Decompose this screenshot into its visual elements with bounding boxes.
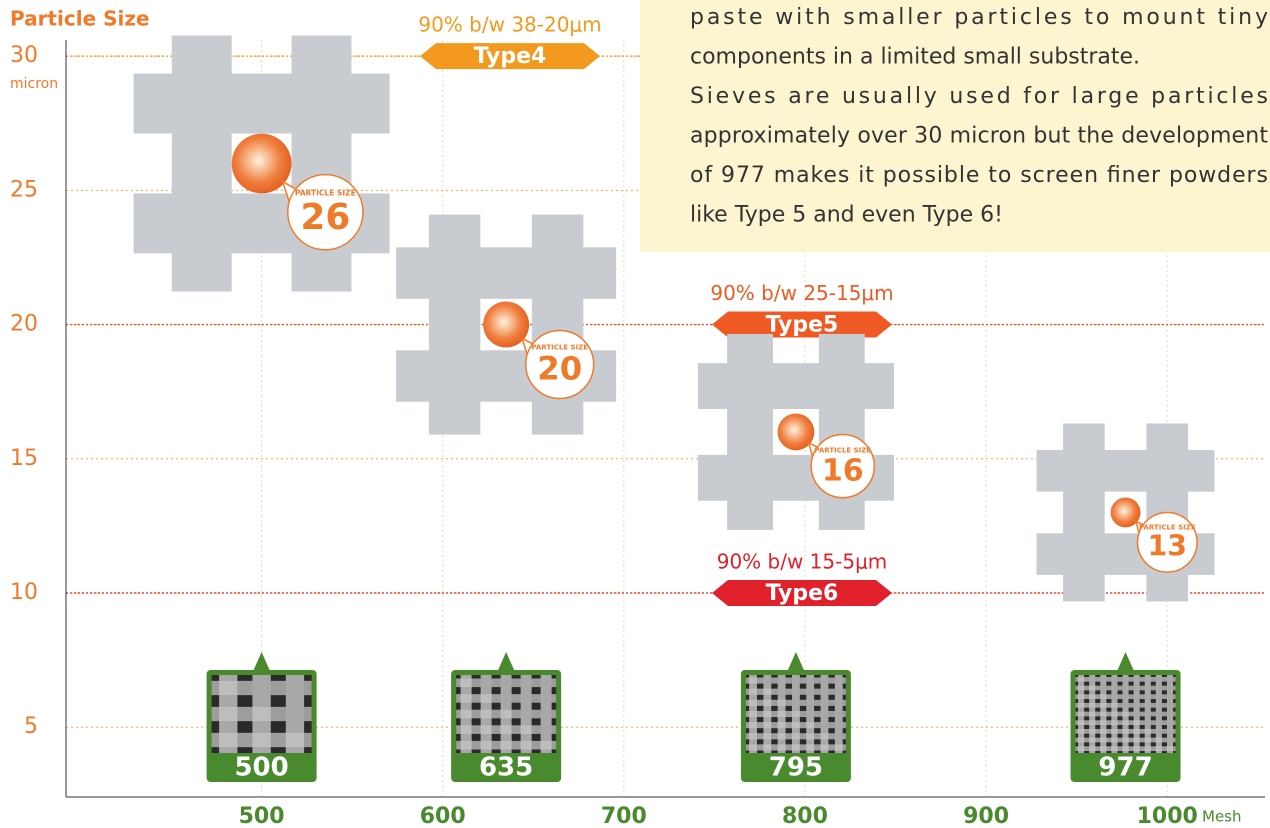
mesh-label: 500	[234, 753, 288, 783]
sieve-bar	[1037, 450, 1215, 492]
x-tick-label: 1000	[1137, 804, 1198, 828]
sieve-bar	[698, 363, 894, 409]
x-tick-label: 700	[601, 804, 647, 828]
weave-h	[456, 741, 556, 750]
thumb-pointer	[788, 652, 804, 670]
y-tick-label: 30	[10, 43, 38, 68]
mesh-label: 977	[1098, 753, 1152, 783]
weave-v	[806, 675, 814, 753]
type-range: 90% b/w 15-5μm	[717, 549, 888, 573]
weave-h	[746, 711, 846, 717]
thumb-pointer	[498, 652, 514, 670]
mesh-label: 795	[769, 753, 823, 783]
sieve-bar	[396, 247, 616, 298]
weave-v	[821, 675, 829, 753]
mesh-label: 635	[479, 753, 533, 783]
y-axis-title: Particle Size	[10, 7, 150, 31]
type-label: Type4	[474, 44, 547, 69]
y-tick-label: 10	[10, 580, 38, 605]
y-tick-label: 25	[10, 177, 38, 202]
annotation-line: of 977 makes it possible to screen finer…	[690, 163, 1268, 188]
annotation-line: like Type 5 and even Type 6!	[690, 203, 1003, 228]
data-label: 16	[822, 453, 864, 488]
type-label: Type6	[766, 581, 839, 606]
type-range: 90% b/w 25-15μm	[710, 281, 893, 305]
y-axis-unit: micron	[10, 76, 58, 92]
weave-h	[1076, 738, 1176, 743]
annotation-line: components in a limited small substrate.	[690, 45, 1140, 70]
data-label: 20	[537, 350, 582, 388]
x-tick-label: 600	[420, 804, 466, 828]
particle	[232, 134, 292, 194]
chart: Particle Size micron Mesh 500 600 700 800 90…	[0, 0, 1270, 828]
weave-h	[746, 744, 846, 750]
x-tick-label: 900	[963, 804, 1009, 828]
weave-h	[746, 722, 846, 728]
weave-v	[1167, 675, 1173, 753]
y-tick-label: 20	[10, 312, 38, 337]
type-label: Type5	[766, 313, 839, 338]
annotation-line: approximately over 30 micron but the dev…	[690, 124, 1268, 149]
annotation-line: paste with smaller particles to mount ti…	[690, 5, 1268, 30]
data-label: 26	[300, 197, 350, 238]
weave-v	[835, 675, 843, 753]
sieve-bar	[134, 74, 390, 134]
x-tick-label: 500	[239, 804, 285, 828]
data-label: 13	[1148, 530, 1187, 563]
thumb-pointer	[1118, 652, 1134, 670]
weave-h	[212, 733, 312, 747]
weave-h	[746, 733, 846, 739]
type-range: 90% b/w 38-20μm	[418, 13, 601, 37]
x-axis-unit: Mesh	[1202, 808, 1242, 826]
weave-h	[1076, 746, 1176, 751]
x-tick-label: 800	[782, 804, 828, 828]
y-tick-label: 15	[10, 446, 38, 471]
y-tick-label: 5	[24, 714, 38, 739]
thumb-pointer	[254, 652, 270, 670]
